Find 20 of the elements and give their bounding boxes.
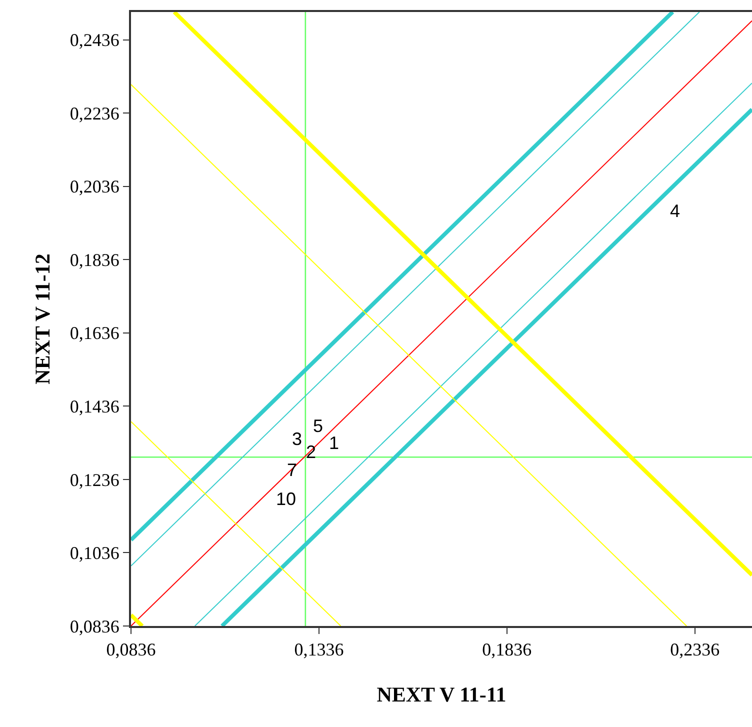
- annotation: 1: [329, 433, 340, 453]
- y-tick-label: 0,0836: [70, 616, 120, 636]
- y-tick-label: 0,1636: [70, 323, 120, 344]
- x-tick-label: 0,1836: [482, 640, 532, 660]
- y-tick-label: 0,2436: [70, 30, 120, 50]
- x-tick-label: 0,1336: [294, 640, 344, 660]
- y-tick-label: 0,2236: [70, 103, 120, 124]
- annotation: 10: [276, 489, 296, 509]
- y-tick-label: 0,1836: [70, 250, 120, 270]
- y-tick-label: 0,1436: [70, 396, 120, 416]
- x-tick-label: 0,2336: [670, 640, 720, 660]
- y-tick-label: 0,1236: [70, 470, 120, 490]
- annotation: 5: [313, 416, 324, 436]
- x-tick-label: 0,0836: [106, 640, 156, 660]
- y-axis-title: NEXT V 11-12: [30, 254, 55, 384]
- annotation: 3: [292, 429, 302, 449]
- x-axis-title: NEXT V 11-11: [376, 682, 506, 706]
- y-tick-label: 0,2036: [70, 176, 120, 197]
- y-tick-label: 0,1036: [70, 543, 120, 564]
- annotation: 4: [670, 201, 680, 221]
